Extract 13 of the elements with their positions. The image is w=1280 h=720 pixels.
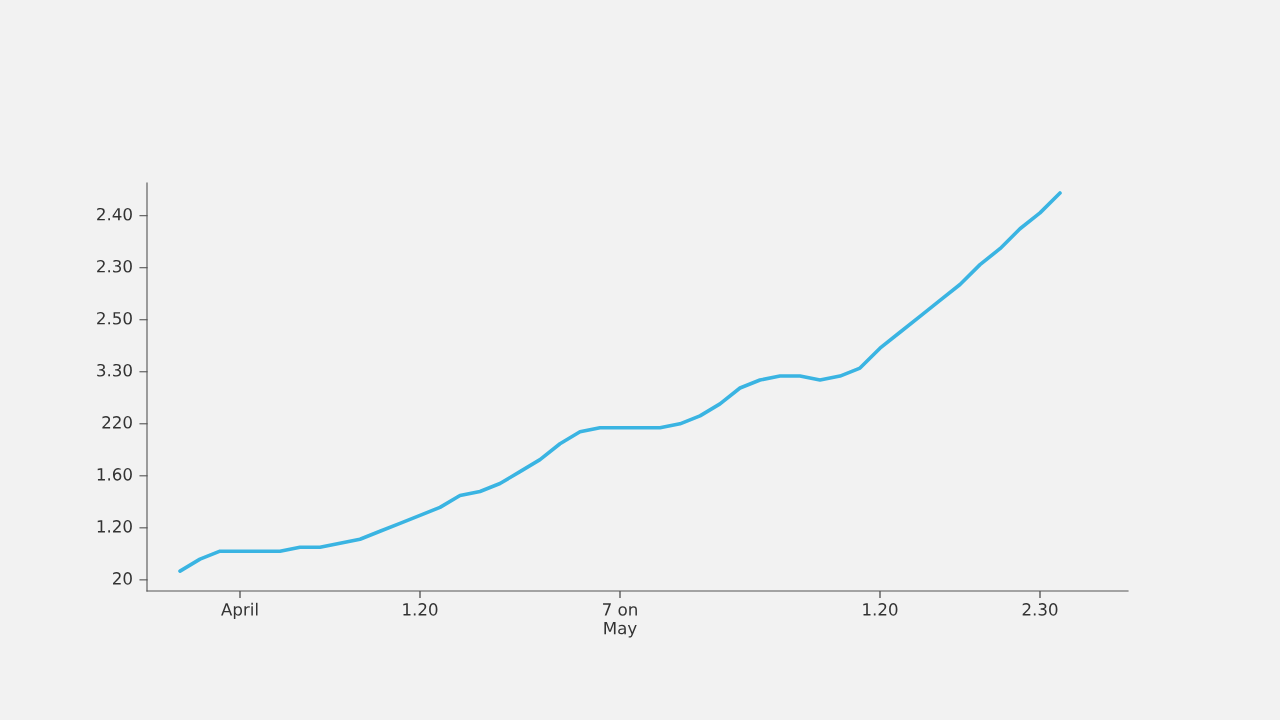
text: 1.20 [97, 520, 132, 533]
x-tick-label: 1.20 [863, 603, 898, 616]
text: 2.30 [97, 259, 132, 273]
text: 3.30 [97, 363, 132, 377]
x-tick-label: April [221, 602, 258, 619]
x-tick-label: 7 on May [603, 603, 637, 638]
text: 20 [113, 572, 132, 585]
text: 2.50 [97, 311, 132, 325]
x-tick-label: 2.30 [1022, 603, 1058, 616]
text: 2.40 [97, 207, 132, 221]
text: 1.60 [97, 468, 132, 481]
x-tick-label: 1.20 [403, 603, 438, 616]
text: 220 [102, 416, 132, 429]
